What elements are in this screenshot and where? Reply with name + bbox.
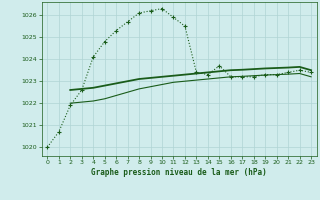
- X-axis label: Graphe pression niveau de la mer (hPa): Graphe pression niveau de la mer (hPa): [91, 168, 267, 177]
